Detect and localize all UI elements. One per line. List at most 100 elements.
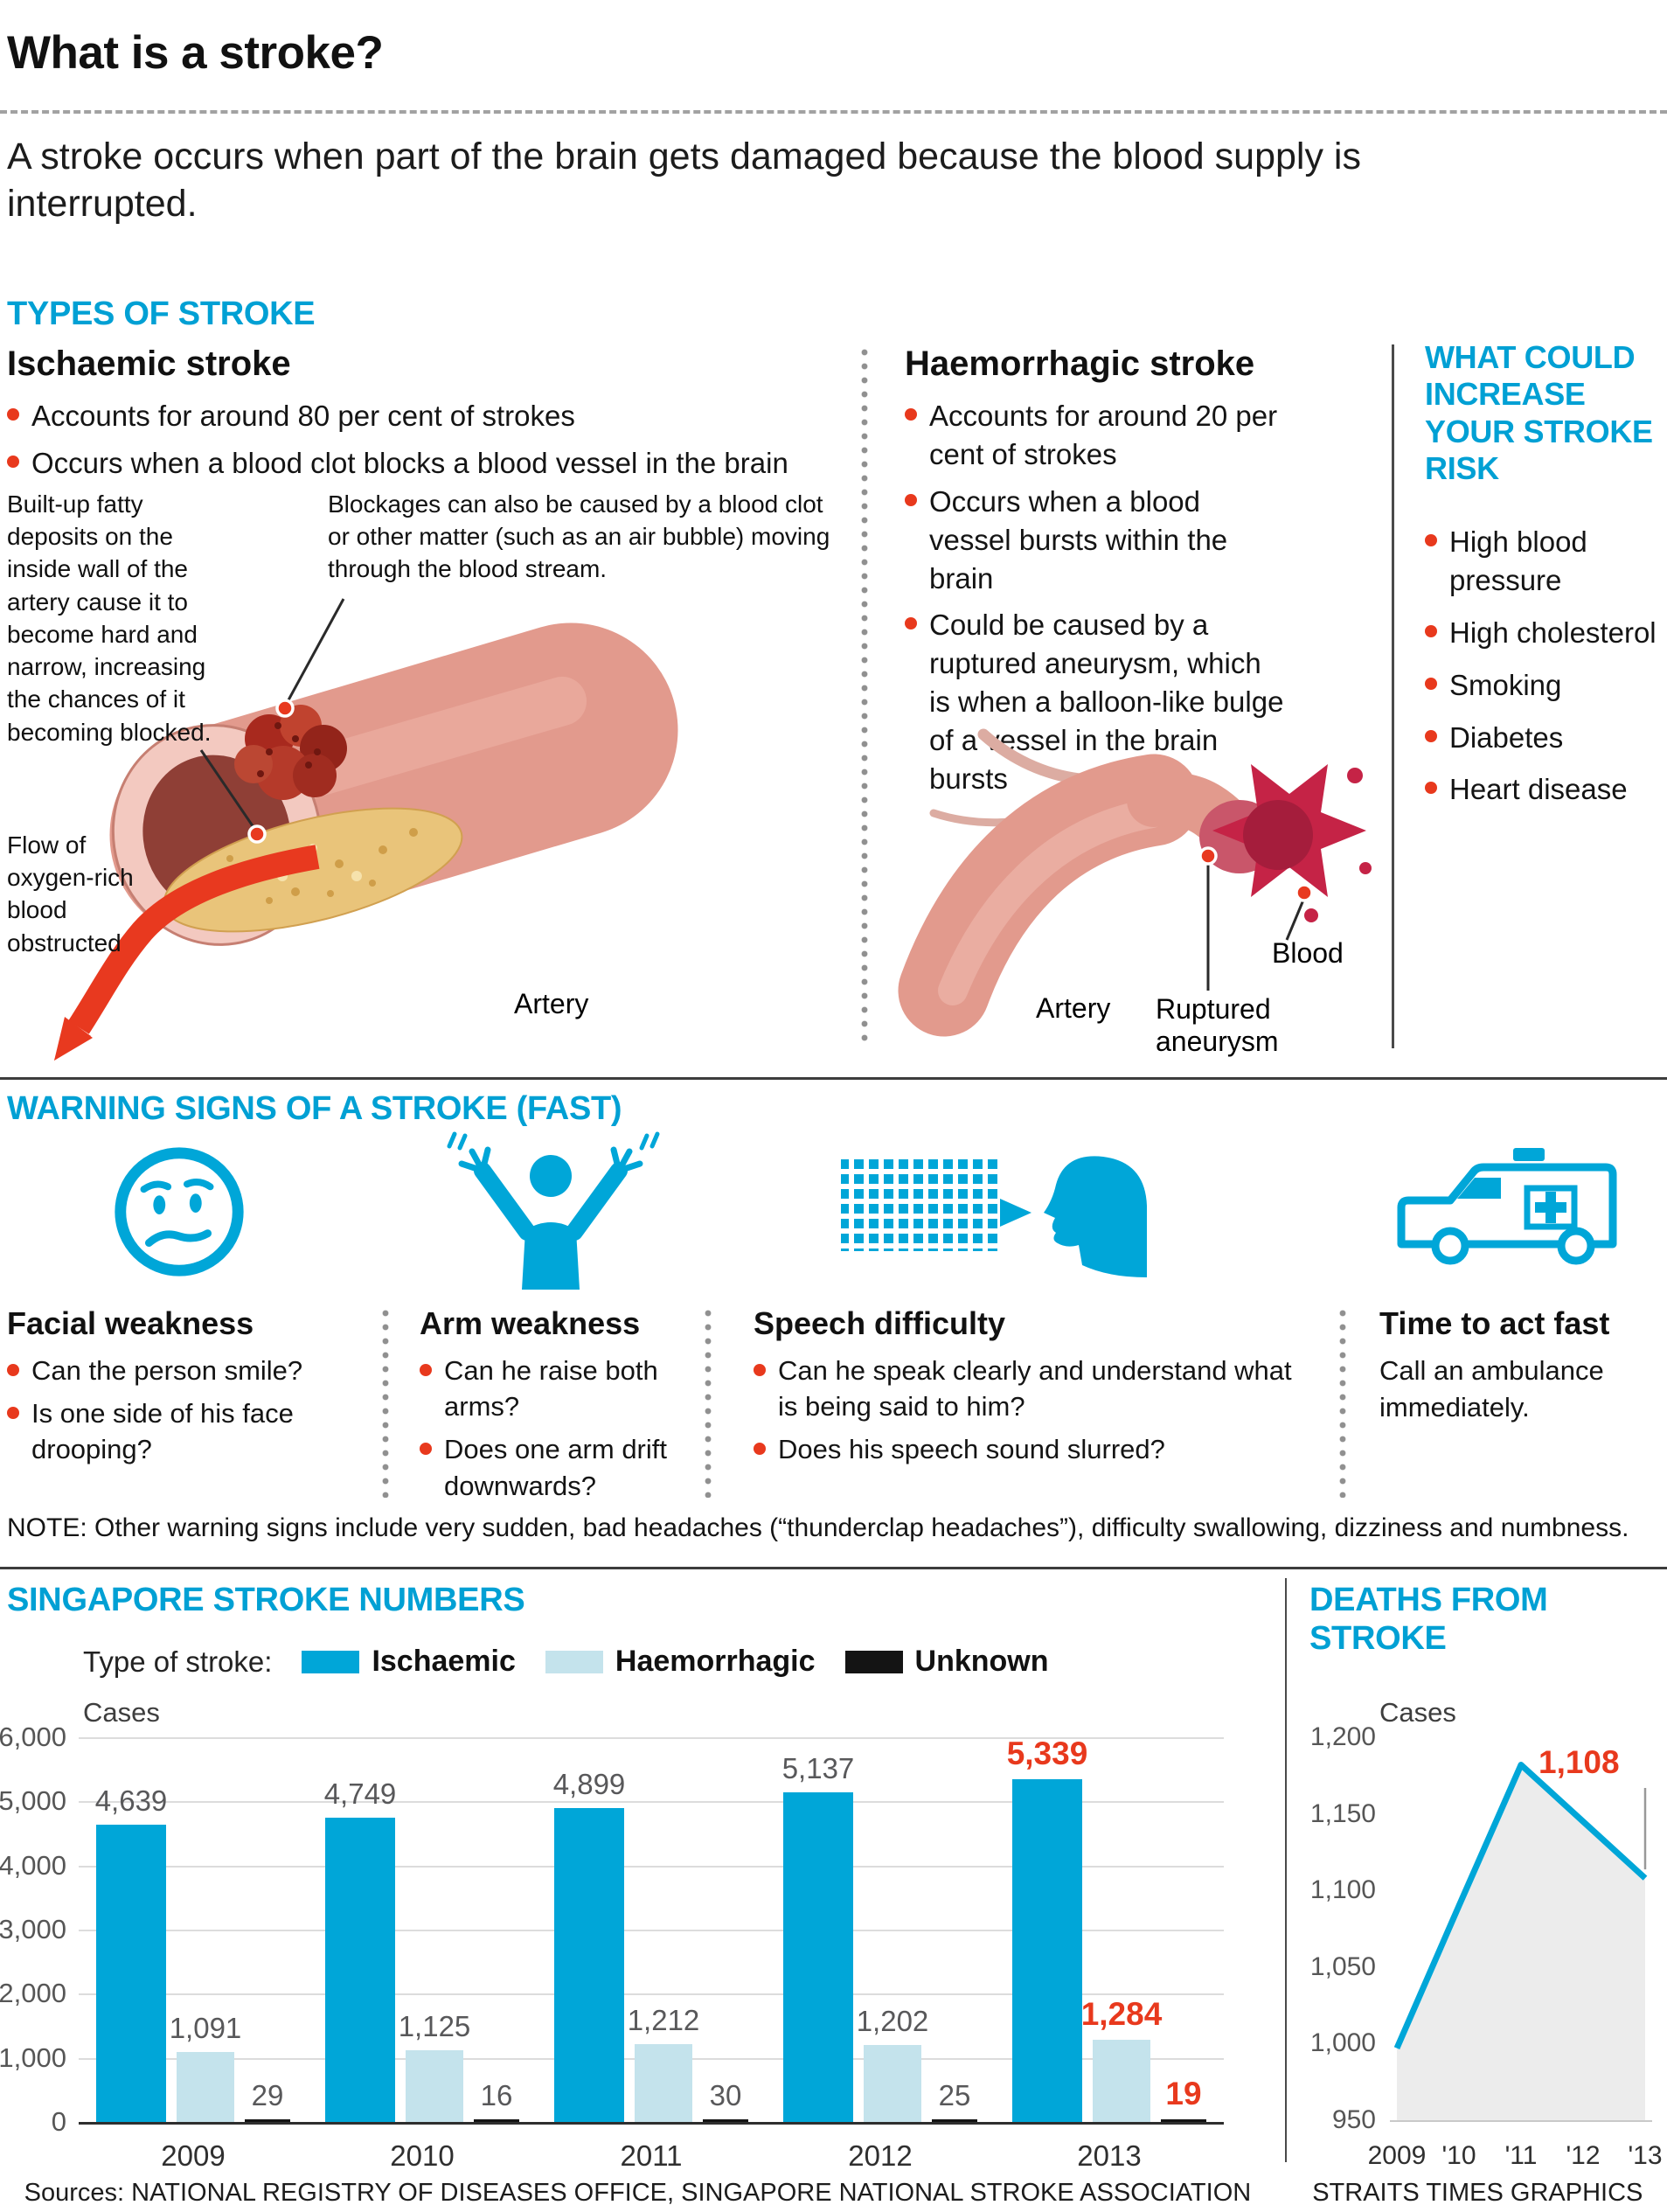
list-item: Can the person smile? xyxy=(7,1353,361,1388)
fatty-deposits-annotation: Built-up fatty deposits on the inside wa… xyxy=(7,490,212,746)
dashed-divider xyxy=(0,110,1667,114)
bar-value-label: 1,284 xyxy=(1080,1995,1163,2032)
y-tick-label: 1,000 xyxy=(1309,2028,1376,2058)
warning-column-text: Call an ambulance immediately. xyxy=(1379,1355,1604,1422)
y-tick-label: 1,150 xyxy=(1309,1798,1376,1828)
bar-group-2012: 5,137 1,202 25 xyxy=(766,1737,995,2122)
bullet-dot xyxy=(905,408,917,421)
y-tick-label: 5,000 xyxy=(0,1785,66,1817)
y-tick-label: 6,000 xyxy=(0,1722,66,1752)
deaths-xaxis: 2009 '10 '11 '12 '13 xyxy=(1368,2131,1663,2170)
warning-column-title: Speech difficulty xyxy=(754,1305,1006,1341)
warning-column-time: Time to act fast Call an ambulance immed… xyxy=(1379,1305,1659,1426)
deaths-plot: 1,108 950 1,000 1,050 1,100 1,150 1,200 xyxy=(1310,1722,1652,2134)
bullet-dot xyxy=(1425,624,1437,637)
legend-swatch-ischaemic xyxy=(302,1650,360,1673)
bar-value-label: 19 xyxy=(1165,2076,1202,2111)
warning-column-bullets: Can he raise both arms? Does one arm dri… xyxy=(420,1353,691,1504)
bar-value-label: 4,639 xyxy=(94,1784,168,1817)
x-tick-label: '11 xyxy=(1504,2141,1538,2170)
bullet-text: High cholesterol xyxy=(1449,616,1657,649)
leader-lines xyxy=(1206,861,1306,991)
line-chart-title: DEATHS FROM STROKE xyxy=(1309,1582,1548,1657)
gridline xyxy=(79,1993,1224,1996)
flow-obstructed-annotation: Flow of oxygen-rich blood obstructed xyxy=(7,831,134,956)
callout-dots xyxy=(247,699,295,844)
bullet-text: Accounts for around 80 per cent of strok… xyxy=(31,400,575,432)
bullet-dot xyxy=(1425,782,1437,795)
footer-section: Sources: NATIONAL REGISTRY OF DISEASES O… xyxy=(0,2179,1667,2212)
ruptured-aneurysm-label: Ruptured aneurysm xyxy=(1156,993,1279,1057)
x-tick-label: 2013 xyxy=(1077,2139,1142,2172)
gridline xyxy=(79,1930,1224,1931)
leader-lines xyxy=(199,598,345,833)
x-tick-label: '13 xyxy=(1628,2141,1663,2170)
bar-ischaemic-2010: 4,749 xyxy=(324,1777,396,2122)
types-heading: TYPES OF STROKE xyxy=(7,296,316,332)
list-item: Diabetes xyxy=(1425,719,1663,757)
legend-swatch-haemorrhagic xyxy=(545,1650,603,1673)
x-tick-label: 2012 xyxy=(848,2139,913,2172)
intro-text: A stroke occurs when part of the brain g… xyxy=(7,136,1361,226)
warning-column-speech: Speech difficulty Can he speak clearly a… xyxy=(754,1305,1313,1468)
bar-value-label: 1,202 xyxy=(856,2004,929,2037)
y-tick-label: 3,000 xyxy=(0,1914,66,1944)
gridline xyxy=(79,1737,1224,1739)
bullet-text: Can he speak clearly and understand what… xyxy=(778,1355,1292,1422)
bar-chart-y-axis-label: Cases xyxy=(83,1697,160,1728)
x-tick-label: 2009 xyxy=(161,2139,226,2172)
list-item: Does his speech sound slurred? xyxy=(754,1431,1313,1467)
bar-value-label: 30 xyxy=(709,2079,742,2111)
warning-column-facial: Facial weakness Can the person smile? Is… xyxy=(7,1305,361,1468)
legend-name: Unknown xyxy=(914,1645,1049,1678)
list-item: Accounts for around 20 per cent of strok… xyxy=(905,397,1285,474)
warning-column-bullets: Can the person smile? Is one side of his… xyxy=(7,1353,361,1468)
legend-label: Type of stroke: xyxy=(83,1645,273,1678)
legend-item-ischaemic: Ischaemic xyxy=(302,1645,516,1679)
bullet-text: Does his speech sound slurred? xyxy=(778,1434,1165,1465)
x-tick-label: '12 xyxy=(1566,2141,1601,2170)
bar-ischaemic-2009: 4,639 xyxy=(95,1784,167,2122)
warning-column-arm: Arm weakness Can he raise both arms? Doe… xyxy=(420,1305,691,1504)
bullet-dot xyxy=(905,493,917,506)
artery-trunk xyxy=(898,754,1253,1037)
risk-list: High blood pressure High cholesterol Smo… xyxy=(1425,523,1663,809)
x-tick-label: 2009 xyxy=(1367,2141,1427,2170)
bullet-dot xyxy=(420,1443,432,1456)
warning-column-title: Facial weakness xyxy=(7,1305,254,1341)
warning-column-title: Arm weakness xyxy=(420,1305,641,1341)
list-item: Does one arm drift downwards? xyxy=(420,1431,691,1503)
warning-column-bullets: Can he speak clearly and understand what… xyxy=(754,1353,1313,1468)
list-item: Can he speak clearly and understand what… xyxy=(754,1353,1313,1424)
bar-haemorrhagic-2012: 1,202 xyxy=(857,2005,928,2122)
bar-haemorrhagic-2011: 1,212 xyxy=(628,2004,699,2122)
bar-value-label: 1,125 xyxy=(398,2009,471,2042)
bar-value-label: 4,749 xyxy=(323,1777,397,1810)
deaths-line-svg xyxy=(1393,1762,1648,2120)
warning-note: NOTE: Other warning signs include very s… xyxy=(7,1513,1629,1542)
legend-swatch-unknown xyxy=(844,1650,903,1673)
bar-unknown-2012: 25 xyxy=(932,2079,977,2122)
legend-name: Ischaemic xyxy=(372,1645,516,1678)
bar-haemorrhagic-2010: 1,125 xyxy=(399,2010,470,2122)
bar-value-label: 25 xyxy=(938,2079,971,2111)
bar-value-label: 16 xyxy=(480,2079,513,2111)
list-item: Can he raise both arms? xyxy=(420,1353,691,1424)
deaths-end-label: 1,108 xyxy=(1539,1744,1620,1780)
chart-legend: Type of stroke: Ischaemic Haemorrhagic U… xyxy=(83,1645,1049,1679)
bullet-text: Smoking xyxy=(1449,668,1562,701)
blood-label: Blood xyxy=(1272,937,1344,969)
flow-arrow xyxy=(54,845,320,1061)
list-item: Smoking xyxy=(1425,666,1663,705)
bar-value-label: 29 xyxy=(251,2079,284,2111)
bullet-dot xyxy=(1425,729,1437,742)
ischaemic-artery-illustration xyxy=(54,598,678,1061)
y-tick-label: 4,000 xyxy=(0,1849,66,1881)
bar-unknown-2009: 29 xyxy=(245,2079,290,2122)
ischaemic-title: Ischaemic stroke xyxy=(7,344,291,383)
list-item: Accounts for around 80 per cent of strok… xyxy=(7,397,837,435)
header-section: What is a stroke? A stroke occurs when p… xyxy=(0,0,1667,289)
bullet-text: Can the person smile? xyxy=(31,1355,303,1386)
bullet-text: Does one arm drift downwards? xyxy=(444,1434,667,1501)
